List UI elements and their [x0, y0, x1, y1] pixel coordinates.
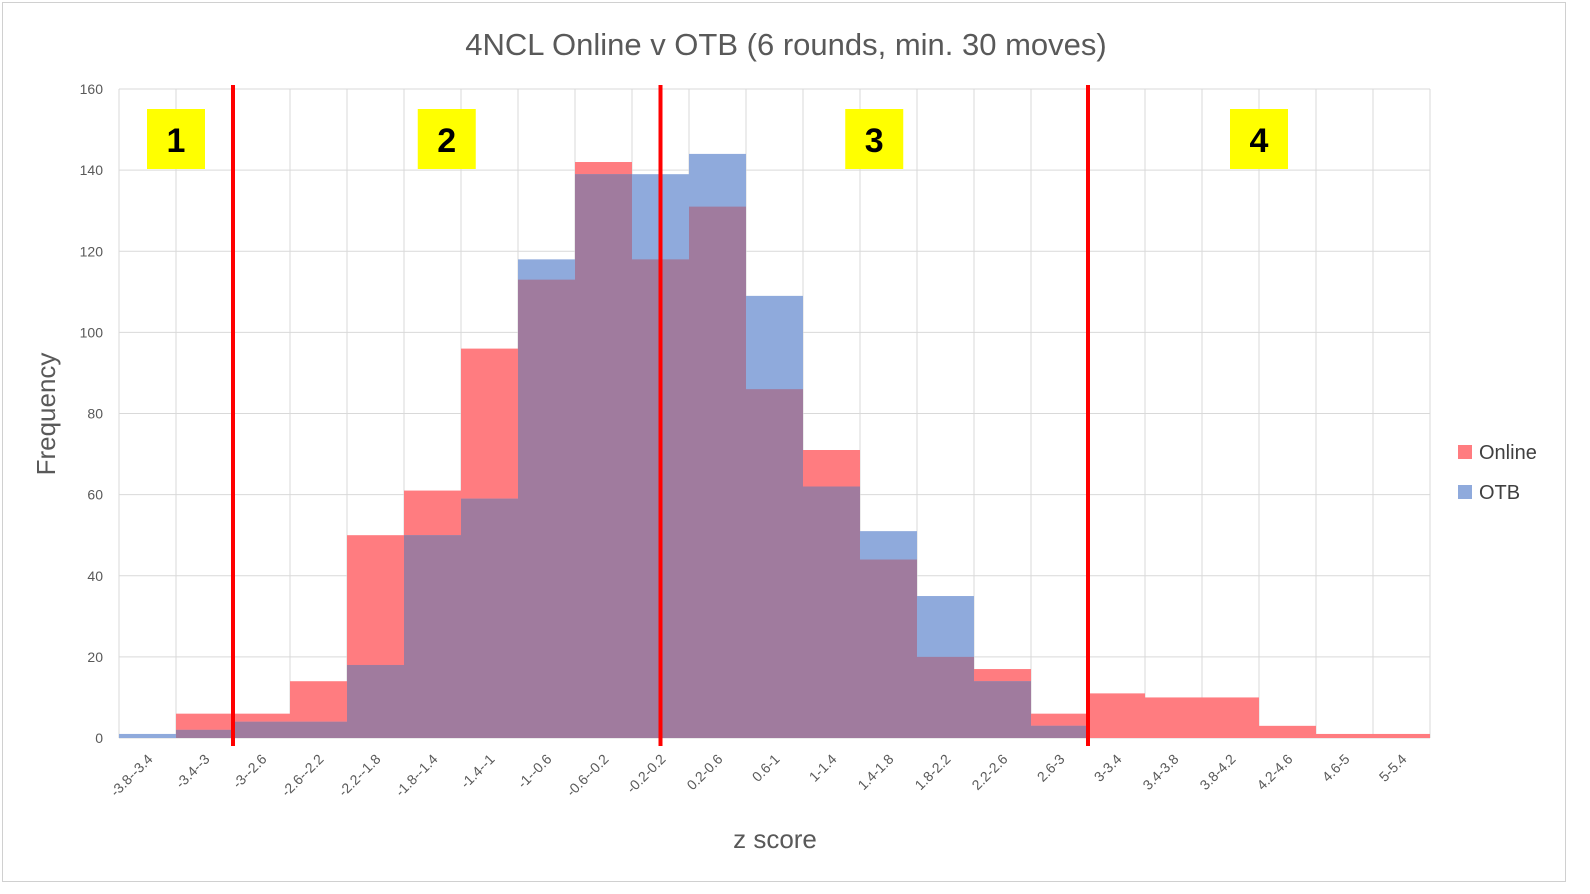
region-label-text: 2 — [437, 122, 456, 160]
overlap-bar — [689, 206, 746, 739]
y-tick-label: 140 — [80, 162, 104, 178]
x-tick-label: -1--0.6 — [514, 751, 555, 792]
overlap-bar — [1031, 725, 1088, 738]
x-tick-label: 0.2-0.6 — [683, 751, 725, 793]
legend-label: Online — [1479, 442, 1537, 464]
x-tick-label: 1.8-2.2 — [911, 751, 953, 793]
overlap-bar — [974, 681, 1031, 738]
x-tick-label: 3.4-3.8 — [1139, 751, 1181, 793]
legend: Online OTB — [1458, 442, 1537, 504]
x-tick-label: -3.8--3.4 — [107, 751, 156, 800]
x-tick-label: -1.8--1.4 — [392, 751, 441, 800]
y-tick-label: 0 — [95, 730, 103, 746]
x-tick-label: -3.4--3 — [172, 751, 213, 792]
region-label-box — [417, 109, 476, 169]
x-tick-label: -2.6--2.2 — [278, 751, 327, 800]
region-label-text: 4 — [1250, 122, 1269, 160]
x-tick-label: -0.6--0.2 — [563, 751, 612, 800]
legend-label: OTB — [1479, 482, 1520, 504]
x-tick-label: -1.4--1 — [457, 751, 498, 792]
x-tick-label: 3.8-4.2 — [1196, 751, 1238, 793]
x-tick-label: 2.2-2.6 — [968, 751, 1010, 793]
y-tick-label: 20 — [87, 649, 103, 665]
y-tick-label: 40 — [87, 568, 103, 584]
overlap-bar — [404, 535, 461, 738]
chart-title: 4NCL Online v OTB (6 rounds, min. 30 mov… — [465, 27, 1106, 62]
online-bar — [1316, 733, 1373, 738]
x-tick-label: 4.6-5 — [1319, 751, 1353, 785]
y-tick-label: 100 — [80, 324, 104, 340]
overlap-bar — [233, 721, 290, 738]
x-tick-label: 4.2-4.6 — [1253, 751, 1295, 793]
overlap-bar — [803, 486, 860, 738]
legend-swatch — [1458, 485, 1472, 499]
y-axis-title: Frequency — [31, 353, 61, 476]
legend-swatch — [1458, 445, 1472, 459]
x-tick-label: 0.6-1 — [749, 751, 783, 785]
overlap-bar — [347, 664, 404, 738]
x-axis-ticks: -3.8--3.4 -3.4--3 -3--2.6 -2.6--2.2 -2.2--1.… — [107, 751, 1410, 800]
region-label-box — [845, 109, 904, 169]
region-label-text: 1 — [167, 122, 186, 160]
otb-bar — [119, 733, 176, 738]
region-label-box — [147, 109, 205, 169]
overlap-bar — [860, 559, 917, 738]
region-dividers — [231, 85, 1090, 746]
x-tick-label: -0.2-0.2 — [623, 751, 669, 797]
overlap-bar — [917, 656, 974, 738]
overlap-bar — [518, 279, 575, 738]
y-axis-ticks: 0 20 40 60 80 100 120 140 160 — [80, 81, 104, 746]
y-tick-label: 80 — [87, 406, 103, 422]
x-tick-label: 2.6-3 — [1034, 751, 1068, 785]
x-tick-label: 1-1.4 — [806, 751, 840, 785]
overlap-bar — [461, 498, 518, 738]
x-tick-label: -3--2.6 — [229, 751, 270, 792]
x-tick-label: 1.4-1.8 — [854, 751, 896, 793]
x-tick-label: 3-3.4 — [1091, 751, 1125, 785]
online-bar — [1145, 697, 1202, 738]
y-tick-label: 60 — [87, 487, 103, 503]
y-tick-label: 120 — [80, 243, 104, 259]
x-tick-label: -2.2--1.8 — [335, 751, 384, 800]
x-tick-label: 5-5.4 — [1376, 751, 1410, 785]
x-axis-title: z score — [733, 824, 817, 854]
online-bar — [1202, 697, 1259, 738]
overlap-bar — [575, 174, 632, 738]
online-bar — [1259, 725, 1316, 738]
region-label-text: 3 — [865, 122, 884, 160]
histogram-chart: 4NCL Online v OTB (6 rounds, min. 30 mov… — [31, 27, 1537, 854]
region-labels: 1 2 3 4 — [147, 109, 1288, 169]
overlap-bar — [176, 729, 233, 738]
y-tick-label: 160 — [80, 81, 104, 97]
overlap-series — [176, 174, 1088, 739]
online-bar — [1088, 693, 1145, 738]
chart-frame: 4NCL Online v OTB (6 rounds, min. 30 mov… — [2, 2, 1566, 882]
overlap-bar — [746, 389, 803, 738]
online-bar — [1373, 733, 1430, 738]
overlap-bar — [290, 721, 347, 738]
region-label-box — [1230, 109, 1288, 169]
